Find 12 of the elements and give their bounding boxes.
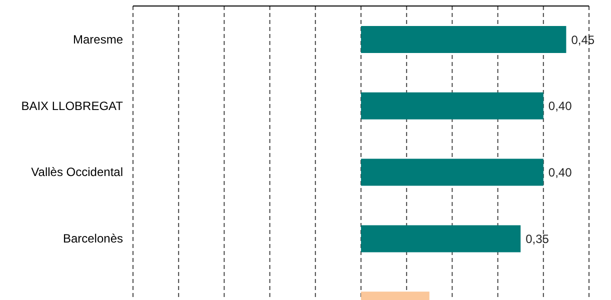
data-label: 0,35 bbox=[526, 232, 550, 246]
bar bbox=[361, 92, 544, 120]
bar bbox=[361, 225, 521, 252]
y-tick-label: BAIX LLOBREGAT bbox=[21, 98, 124, 113]
y-tick-label: Maresme bbox=[72, 32, 124, 46]
data-label: 0,40 bbox=[548, 166, 572, 180]
y-tick-label: Vallès Occidental bbox=[31, 165, 123, 180]
data-label: 0,40 bbox=[548, 99, 572, 114]
y-tick-label: Barcelonès bbox=[62, 232, 123, 246]
bar bbox=[361, 26, 566, 53]
data-label: 0,45 bbox=[571, 32, 595, 47]
bar bbox=[361, 158, 544, 186]
